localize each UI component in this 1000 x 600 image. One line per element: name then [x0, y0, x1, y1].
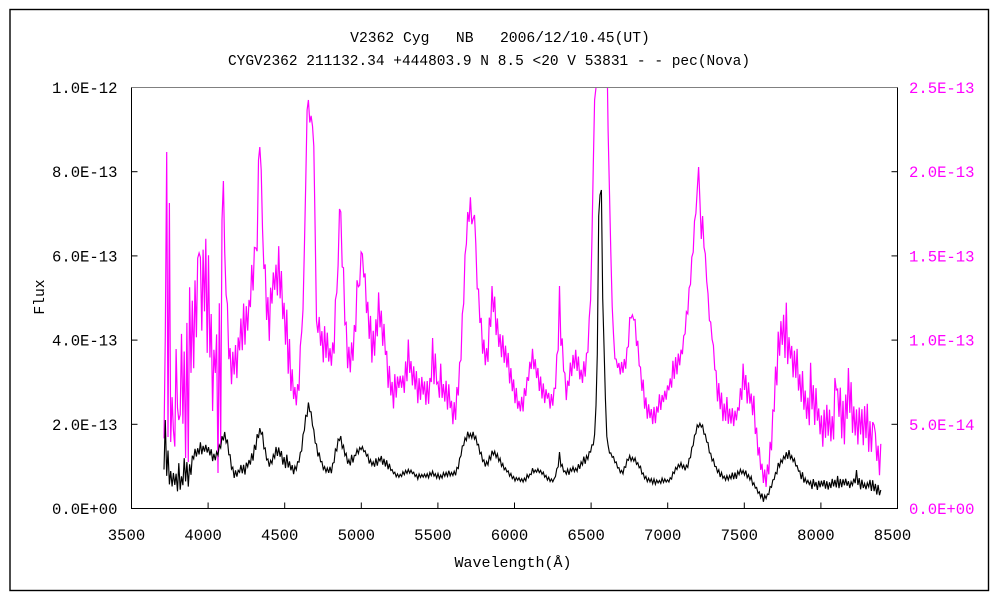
svg-text:5000: 5000: [338, 527, 375, 545]
svg-text:2.0E-13: 2.0E-13: [909, 164, 975, 182]
svg-text:Wavelength(Å): Wavelength(Å): [454, 555, 571, 572]
svg-text:7000: 7000: [644, 527, 681, 545]
svg-text:5500: 5500: [414, 527, 451, 545]
svg-text:2.5E-13: 2.5E-13: [909, 80, 975, 98]
svg-text:6.0E-13: 6.0E-13: [52, 248, 118, 266]
svg-text:1.0E-12: 1.0E-12: [52, 80, 118, 98]
svg-text:Flux: Flux: [33, 279, 49, 314]
svg-text:8.0E-13: 8.0E-13: [52, 164, 118, 182]
svg-text:6000: 6000: [491, 527, 528, 545]
svg-text:1.5E-13: 1.5E-13: [909, 248, 975, 266]
svg-text:7500: 7500: [721, 527, 758, 545]
svg-text:1.0E-13: 1.0E-13: [909, 333, 975, 351]
svg-text:6500: 6500: [567, 527, 604, 545]
svg-text:4000: 4000: [184, 527, 221, 545]
svg-text:8000: 8000: [797, 527, 834, 545]
svg-text:CYGV2362 211132.34 +444803.9 N: CYGV2362 211132.34 +444803.9 N 8.5 <20 V…: [228, 54, 750, 70]
svg-text:2.0E-13: 2.0E-13: [52, 417, 118, 435]
svg-text:0.0E+00: 0.0E+00: [909, 501, 975, 519]
svg-text:0.0E+00: 0.0E+00: [52, 501, 118, 519]
svg-text:8500: 8500: [874, 527, 911, 545]
svg-text:4.0E-13: 4.0E-13: [52, 333, 118, 351]
svg-text:4500: 4500: [261, 527, 298, 545]
svg-text:5.0E-14: 5.0E-14: [909, 417, 975, 435]
svg-text:V2362 Cyg NB 2006/12/10.45: V2362 Cyg NB 2006/12/10.45(UT): [350, 31, 650, 47]
svg-text:3500: 3500: [108, 527, 145, 545]
